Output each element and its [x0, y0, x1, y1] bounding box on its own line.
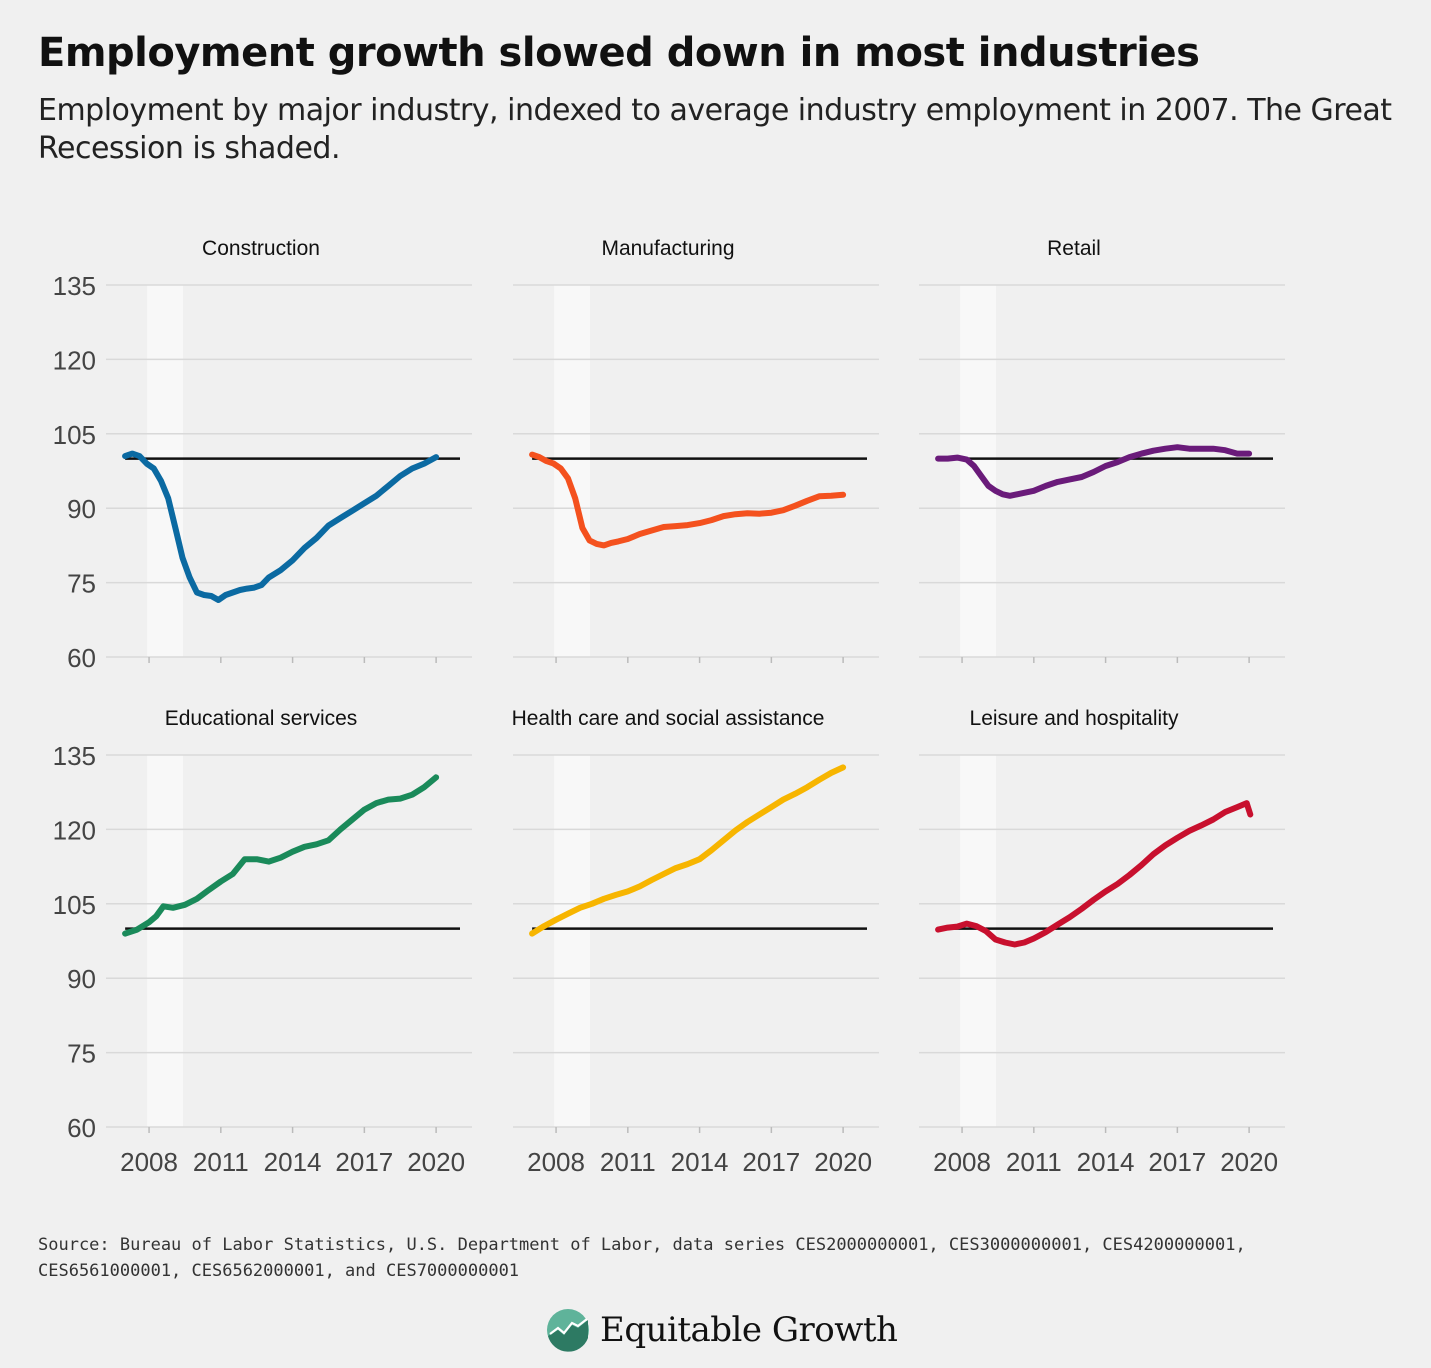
x-tick-label: 2008: [120, 1147, 178, 1177]
y-tick-label: 75: [67, 1039, 96, 1069]
y-tick-label: 60: [67, 643, 96, 673]
y-tick-label: 60: [67, 1113, 96, 1143]
series-line-health-care-and-social-assistance: [529, 764, 847, 937]
x-tick-label: 2014: [264, 1147, 322, 1177]
series-line-retail: [935, 444, 1253, 499]
series-line-leisure-and-hospitality: [935, 800, 1254, 948]
y-tick-label: 90: [67, 494, 96, 524]
x-tick-label: 2014: [1077, 1147, 1135, 1177]
y-tick-label: 105: [53, 890, 96, 920]
recession-shading: [554, 755, 591, 1127]
series-line-construction: [122, 450, 440, 603]
series-line-manufacturing: [529, 451, 847, 549]
chart-title: Employment growth slowed down in most in…: [38, 30, 1200, 76]
panel-title: Educational services: [165, 707, 358, 730]
panel-title: Leisure and hospitality: [970, 707, 1179, 730]
panel-title: Retail: [1047, 237, 1101, 260]
x-tick-label: 2011: [600, 1147, 656, 1177]
y-tick-label: 105: [53, 420, 96, 450]
x-tick-label: 2020: [407, 1147, 465, 1177]
y-tick-label: 75: [67, 569, 96, 599]
logo-text: Equitable Growth: [600, 1310, 898, 1350]
y-tick-label: 135: [53, 271, 96, 301]
panel-title: Health care and social assistance: [512, 707, 825, 730]
x-tick-label: 2008: [933, 1147, 991, 1177]
recession-shading: [960, 755, 997, 1127]
x-tick-label: 2017: [742, 1147, 800, 1177]
x-tick-label: 2011: [1006, 1147, 1062, 1177]
y-tick-label: 120: [53, 345, 96, 375]
source-note: Source: Bureau of Labor Statistics, U.S.…: [38, 1235, 1246, 1281]
y-tick-label: 120: [53, 815, 96, 845]
x-tick-label: 2011: [193, 1147, 249, 1177]
panel-title: Manufacturing: [601, 237, 734, 260]
x-tick-label: 2020: [1220, 1147, 1278, 1177]
x-tick-label: 2020: [814, 1147, 872, 1177]
panel-title: Construction: [202, 237, 320, 260]
x-tick-label: 2017: [1148, 1147, 1206, 1177]
recession-shading: [147, 755, 184, 1127]
equitable-growth-logo: Equitable Growth: [546, 1308, 898, 1352]
growth-leaf-icon: [547, 1309, 589, 1352]
x-tick-label: 2014: [671, 1147, 729, 1177]
y-tick-label: 90: [67, 964, 96, 994]
series-line-educational-services: [122, 774, 440, 937]
small-multiples-chart: 135 120 105 90 75 60 Construction Manufacturing…: [53, 237, 1285, 1177]
chart-subtitle: Employment by major industry, indexed to…: [38, 93, 1392, 166]
x-tick-label: 2008: [527, 1147, 585, 1177]
y-tick-label: 135: [53, 741, 96, 771]
x-tick-label: 2017: [335, 1147, 393, 1177]
